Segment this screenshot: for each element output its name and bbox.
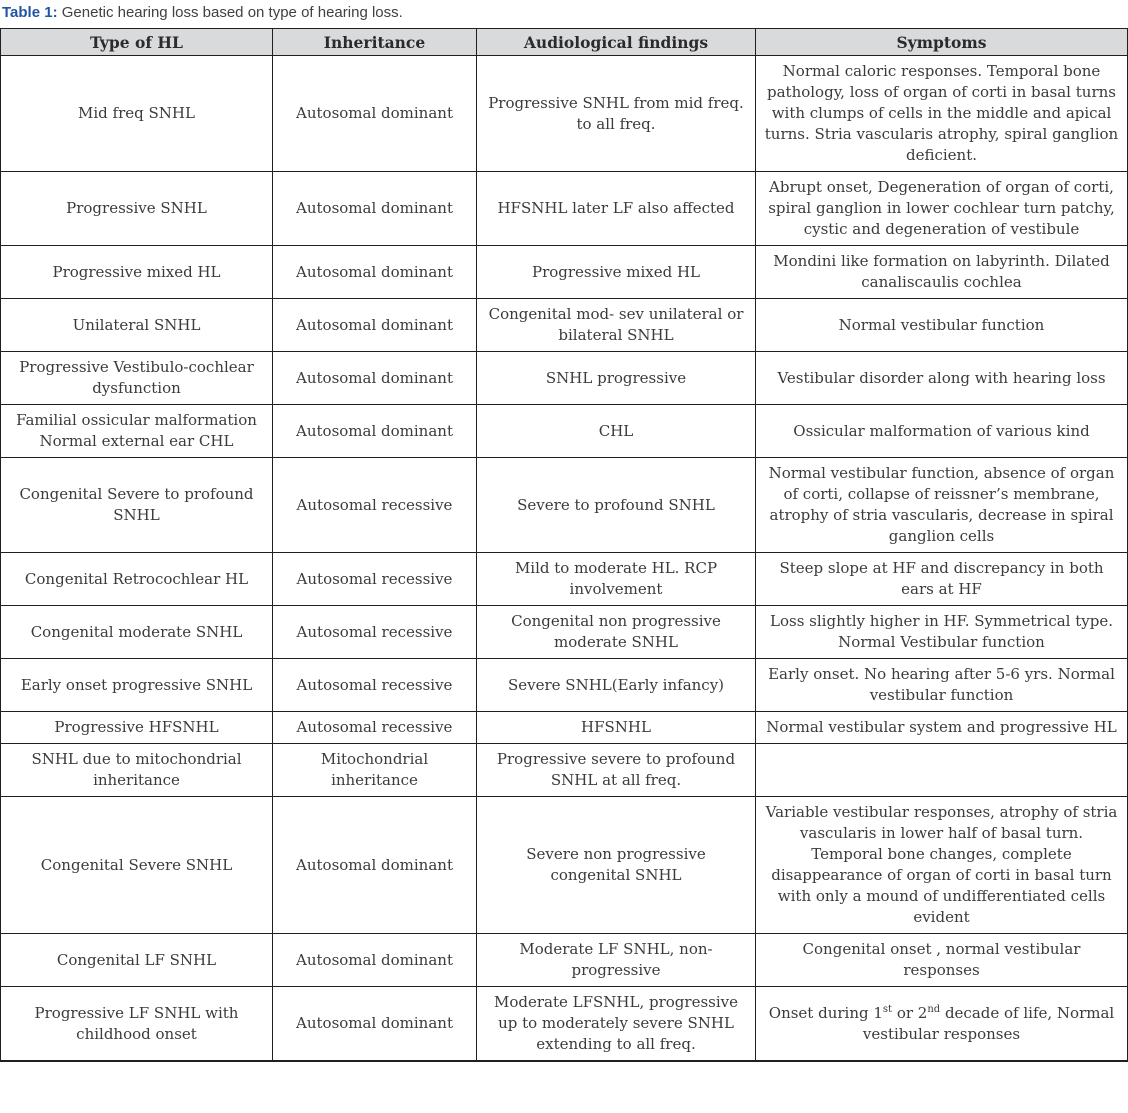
cell-inheritance: Autosomal recessive (272, 711, 477, 744)
table-row: Congenital moderate SNHL Autosomal recess… (0, 605, 1128, 659)
table-row: Congenital Retrocochlear HL Autosomal rec… (0, 552, 1128, 606)
cell-symptoms: Mondini like formation on labyrinth. Dil… (755, 245, 1128, 299)
cell-inheritance: Autosomal dominant (272, 171, 477, 246)
cell-type-of-hl: Congenital LF SNHL (0, 933, 273, 987)
cell-inheritance: Autosomal recessive (272, 658, 477, 712)
cell-audiological-findings: Severe non progressive congenital SNHL (476, 796, 756, 934)
cell-symptoms: Early onset. No hearing after 5-6 yrs. N… (755, 658, 1128, 712)
cell-inheritance: Autosomal recessive (272, 457, 477, 553)
cell-type-of-hl: Progressive LF SNHL with childhood onset (0, 986, 273, 1062)
cell-inheritance: Autosomal dominant (272, 55, 477, 172)
cell-symptoms (755, 743, 1128, 797)
cell-symptoms: Variable vestibular responses, atrophy o… (755, 796, 1128, 934)
cell-type-of-hl: Congenital Retrocochlear HL (0, 552, 273, 606)
table-caption-label: Table 1: (2, 4, 58, 21)
cell-symptoms: Normal vestibular system and progressive… (755, 711, 1128, 744)
cell-inheritance: Autosomal recessive (272, 605, 477, 659)
column-header-inheritance: Inheritance (272, 28, 477, 56)
cell-text: Onset during 1 (768, 1003, 883, 1022)
table-row: Early onset progressive SNHL Autosomal re… (0, 658, 1128, 712)
cell-audiological-findings: Congenital mod- sev unilateral or bilate… (476, 298, 756, 352)
cell-audiological-findings: Moderate LF SNHL, non- progressive (476, 933, 756, 987)
cell-type-of-hl: Progressive Vestibulo-cochlear dysfuncti… (0, 351, 273, 405)
cell-audiological-findings: HFSNHL (476, 711, 756, 744)
cell-audiological-findings: Severe SNHL(Early infancy) (476, 658, 756, 712)
cell-audiological-findings: SNHL progressive (476, 351, 756, 405)
cell-symptoms: Congenital onset , normal vestibular res… (755, 933, 1128, 987)
cell-audiological-findings: Severe to profound SNHL (476, 457, 756, 553)
cell-type-of-hl: Unilateral SNHL (0, 298, 273, 352)
cell-inheritance: Autosomal dominant (272, 986, 477, 1062)
table-body: Mid freq SNHL Autosomal dominant Progressi… (0, 55, 1128, 1062)
cell-type-of-hl: Congenital Severe SNHL (0, 796, 273, 934)
cell-inheritance: Autosomal dominant (272, 298, 477, 352)
table-row: Progressive LF SNHL with childhood onset… (0, 986, 1128, 1062)
cell-symptoms: Normal vestibular function, absence of o… (755, 457, 1128, 553)
cell-type-of-hl: SNHL due to mitochondrial inheritance (0, 743, 273, 797)
cell-audiological-findings: CHL (476, 404, 756, 458)
cell-type-of-hl: Progressive HFSNHL (0, 711, 273, 744)
cell-audiological-findings: Congenital non progressive moderate SNHL (476, 605, 756, 659)
cell-symptoms: Onset during 1st or 2nd decade of life, … (755, 986, 1128, 1062)
cell-type-of-hl: Congenital Severe to profound SNHL (0, 457, 273, 553)
table-header-row: Type of HL Inheritance Audiological findin… (0, 28, 1128, 56)
table-row: Progressive HFSNHL Autosomal recessive HFS… (0, 711, 1128, 744)
cell-symptoms: Steep slope at HF and discrepancy in bot… (755, 552, 1128, 606)
cell-symptoms: Abrupt onset, Degeneration of organ of c… (755, 171, 1128, 246)
table-row: Congenital Severe to profound SNHL Autoso… (0, 457, 1128, 553)
column-header-audiological-findings: Audiological findings (476, 28, 756, 56)
cell-inheritance: Autosomal dominant (272, 245, 477, 299)
column-header-type-of-hl: Type of HL (0, 28, 273, 56)
table-row: Mid freq SNHL Autosomal dominant Progressi… (0, 55, 1128, 172)
cell-audiological-findings: HFSNHL later LF also affected (476, 171, 756, 246)
table-row: Progressive SNHL Autosomal dominant HFSNHL… (0, 171, 1128, 246)
table-row: SNHL due to mitochondrial inheritance Mit… (0, 743, 1128, 797)
cell-audiological-findings: Progressive severe to profound SNHL at a… (476, 743, 756, 797)
table-caption-text: Genetic hearing loss based on type of he… (57, 4, 403, 21)
genetic-hearing-loss-table: Type of HL Inheritance Audiological findin… (0, 28, 1128, 1062)
cell-type-of-hl: Progressive mixed HL (0, 245, 273, 299)
cell-text: or 2 (892, 1003, 928, 1022)
table-row: Familial ossicular malformation Normal e… (0, 404, 1128, 458)
table-row: Unilateral SNHL Autosomal dominant Congeni… (0, 298, 1128, 352)
cell-type-of-hl: Progressive SNHL (0, 171, 273, 246)
cell-inheritance: Autosomal dominant (272, 796, 477, 934)
cell-symptoms: Loss slightly higher in HF. Symmetrical … (755, 605, 1128, 659)
cell-audiological-findings: Progressive mixed HL (476, 245, 756, 299)
cell-inheritance: Autosomal dominant (272, 404, 477, 458)
page: Table 1: Genetic hearing loss based on t… (0, 3, 1128, 1068)
cell-audiological-findings: Mild to moderate HL. RCP involvement (476, 552, 756, 606)
cell-symptoms: Vestibular disorder along with hearing l… (755, 351, 1128, 405)
table-header: Type of HL Inheritance Audiological findin… (0, 28, 1128, 56)
cell-inheritance: Mitochondrial inheritance (272, 743, 477, 797)
cell-audiological-findings: Progressive SNHL from mid freq. to all f… (476, 55, 756, 172)
cell-symptoms: Ossicular malformation of various kind (755, 404, 1128, 458)
table-row: Progressive Vestibulo-cochlear dysfuncti… (0, 351, 1128, 405)
cell-type-of-hl: Mid freq SNHL (0, 55, 273, 172)
table-row: Progressive mixed HL Autosomal dominant Pr… (0, 245, 1128, 299)
cell-inheritance: Autosomal dominant (272, 933, 477, 987)
superscript-text: nd (927, 1003, 941, 1015)
cell-symptoms: Normal vestibular function (755, 298, 1128, 352)
cell-type-of-hl: Congenital moderate SNHL (0, 605, 273, 659)
superscript-text: st (882, 1003, 893, 1015)
cell-inheritance: Autosomal recessive (272, 552, 477, 606)
cell-symptoms: Normal caloric responses. Temporal bone … (755, 55, 1128, 172)
cell-audiological-findings: Moderate LFSNHL, progressive up to moder… (476, 986, 756, 1062)
column-header-symptoms: Symptoms (755, 28, 1128, 56)
cell-type-of-hl: Familial ossicular malformation Normal e… (0, 404, 273, 458)
cell-type-of-hl: Early onset progressive SNHL (0, 658, 273, 712)
table-row: Congenital LF SNHL Autosomal dominant Mode… (0, 933, 1128, 987)
cell-inheritance: Autosomal dominant (272, 351, 477, 405)
table-caption: Table 1: Genetic hearing loss based on t… (2, 3, 1128, 23)
cell-text: decade of life, Normal vestibular respon… (862, 1003, 1115, 1043)
table-row: Congenital Severe SNHL Autosomal dominant… (0, 796, 1128, 934)
